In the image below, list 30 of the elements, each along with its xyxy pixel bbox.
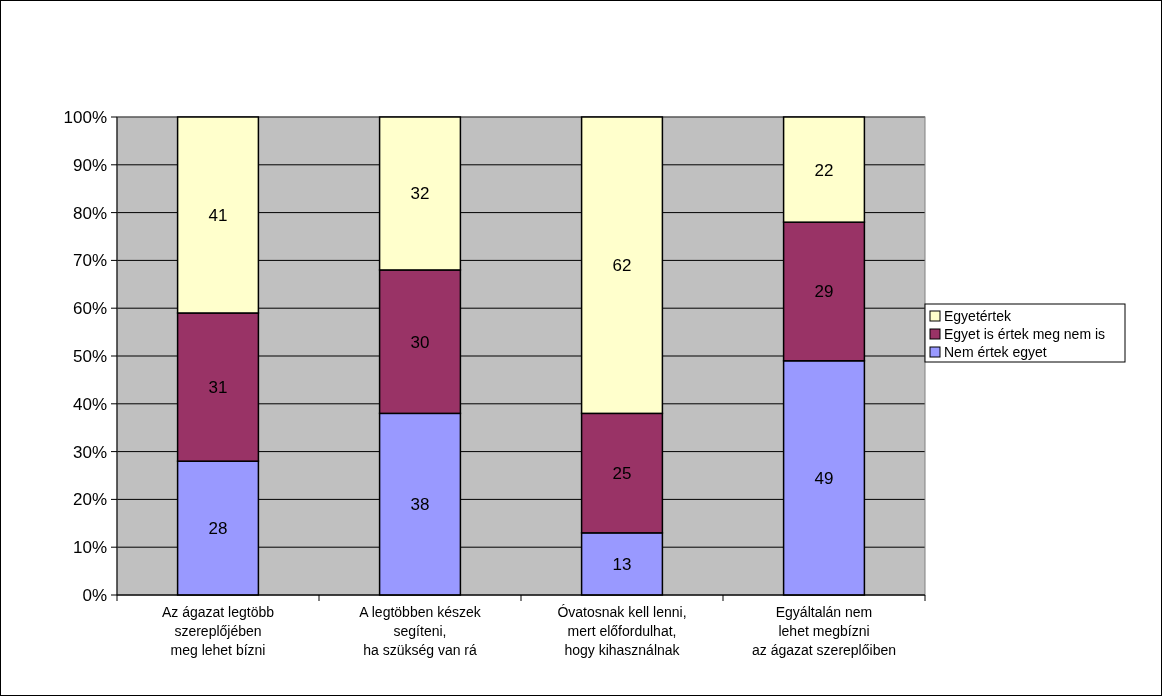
y-tick-label: 50% — [72, 346, 107, 366]
data-label: 62 — [612, 256, 632, 276]
data-label: 28 — [208, 519, 228, 539]
data-label: 13 — [612, 554, 632, 574]
x-tick-label: Óvatosnak kell lenni, mert előfordulhat, hogy kihasználnak — [557, 604, 687, 658]
x-tick-label: Egyáltalán nem lehet megbízni az ágazat szereplőiben — [752, 604, 896, 658]
data-label: 38 — [410, 495, 430, 515]
x-tick-label: A legtöbben készek segíteni, ha szükség van rá — [359, 604, 482, 658]
legend-label: Nem értek egyet — [944, 343, 1047, 360]
y-tick-label: 70% — [72, 251, 107, 271]
data-label: 29 — [814, 282, 834, 302]
data-label: 41 — [208, 205, 228, 225]
data-label: 30 — [410, 332, 430, 352]
y-tick-label: 10% — [72, 538, 107, 558]
y-tick-label: 0% — [82, 585, 107, 605]
y-tick-label: 60% — [72, 299, 107, 319]
data-label: 32 — [410, 184, 430, 204]
data-label: 49 — [814, 468, 834, 488]
y-tick-label: 80% — [72, 203, 107, 223]
y-tick-label: 90% — [72, 155, 107, 175]
legend-label: Egyet is értek meg nem is — [944, 325, 1106, 342]
y-tick-label: 40% — [72, 394, 107, 414]
data-label: 31 — [208, 378, 228, 398]
data-label: 25 — [612, 464, 632, 484]
y-tick-label: 20% — [72, 490, 107, 510]
data-label: 22 — [814, 160, 834, 180]
y-tick-label: 30% — [72, 442, 107, 462]
legend-label: Egyetértek — [944, 307, 1012, 324]
x-tick-label: Az ágazat legtöbb szereplőjében meg lehet bízni — [161, 604, 275, 658]
y-tick-label: 100% — [63, 107, 107, 127]
